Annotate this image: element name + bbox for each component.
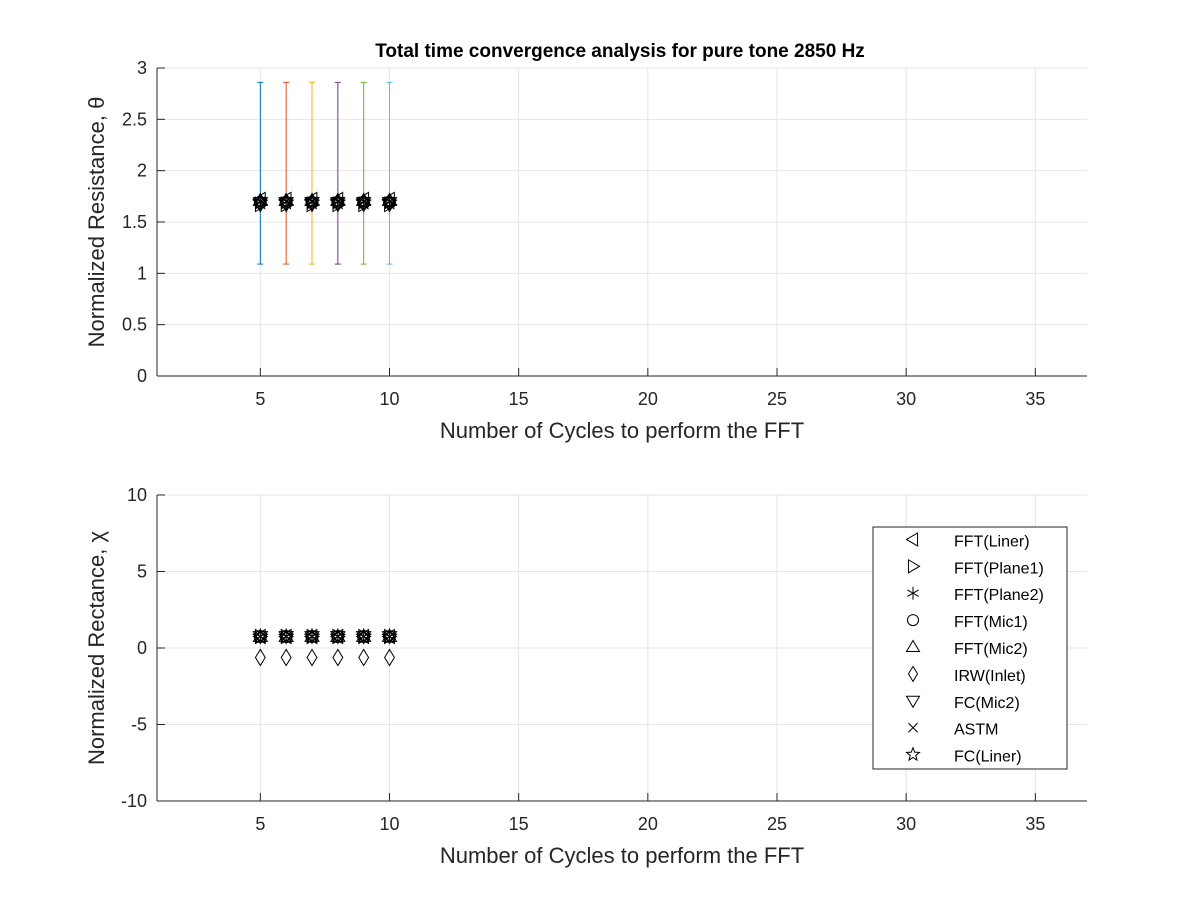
legend-box [872, 526, 1068, 770]
x-tick-label: 35 [1025, 389, 1045, 409]
y-tick-label: 0 [137, 366, 147, 386]
y-tick-label: 2.5 [122, 109, 147, 129]
data-point [358, 194, 370, 213]
y-tick-label: 10 [127, 485, 147, 505]
y-tick-label: 0 [137, 638, 147, 658]
legend-marker [907, 586, 919, 600]
x-axis-label: Number of Cycles to perform the FFT [440, 843, 804, 868]
data-point [278, 628, 295, 642]
legend-marker [905, 639, 921, 653]
data-point [277, 627, 295, 644]
data-point [306, 648, 318, 667]
data-point [303, 193, 321, 210]
y-tick-label: 2 [137, 161, 147, 181]
legend-marker [905, 532, 919, 547]
data-point [253, 630, 267, 643]
data-point [355, 193, 372, 210]
data-point [381, 627, 398, 644]
x-tick-label: 30 [896, 389, 916, 409]
y-tick-label: -10 [121, 791, 147, 811]
data-point [381, 628, 398, 642]
x-tick-label: 15 [509, 389, 529, 409]
reactance-plot: 5 10 15 20 25 30 35 -10 -5 0 5 10 Number of Cycles t… [84, 485, 1087, 868]
y-tick-label: 1.5 [122, 212, 147, 232]
x-tick-label: 25 [767, 814, 787, 834]
data-point [306, 194, 318, 213]
data-point [381, 193, 398, 210]
data-point [305, 196, 319, 209]
x-tick-label: 25 [767, 389, 787, 409]
data-point [280, 648, 292, 667]
legend-marker [905, 695, 921, 709]
x-tick-label: 5 [255, 389, 265, 409]
legend-entry: ASTM [954, 722, 998, 739]
data-point [279, 196, 293, 209]
x-axis-label: Number of Cycles to perform the FFT [440, 418, 804, 443]
legend-marker [907, 665, 919, 683]
legend-marker [906, 614, 920, 627]
y-tick-label: -5 [131, 715, 147, 735]
legend-entry: FC(Liner) [954, 749, 1022, 766]
data-point [277, 193, 295, 210]
legend-entry: FFT(Liner) [954, 533, 1030, 550]
y-tick-label: 1 [137, 263, 147, 283]
chart-title: Total time convergence analysis for pure… [375, 41, 865, 62]
legend-entry: FFT(Plane1) [954, 560, 1044, 577]
y-axis-label: Normalized Resistance, θ [84, 97, 109, 348]
data-point [355, 628, 372, 642]
data-point [384, 194, 395, 213]
y-tick-label: 0.5 [122, 315, 147, 335]
x-tick-label: 10 [379, 389, 399, 409]
data-point [252, 193, 269, 210]
legend-marker [908, 722, 918, 733]
data-point [384, 648, 395, 667]
data-point [305, 630, 319, 643]
data-point [254, 194, 266, 213]
y-axis-label: Normalized Rectance, χ [84, 531, 109, 766]
data-point [357, 196, 371, 209]
data-point [332, 648, 344, 667]
x-tick-label: 35 [1025, 814, 1045, 834]
y-tick-label: 3 [137, 58, 147, 78]
legend-entry: IRW(Inlet) [954, 668, 1026, 685]
data-point [383, 630, 396, 643]
x-tick-label: 20 [638, 814, 658, 834]
legend-entry: FFT(Mic1) [954, 614, 1028, 631]
data-point [355, 627, 372, 644]
data-point [254, 648, 266, 667]
data-point [331, 196, 345, 209]
data-point [304, 628, 320, 642]
data-point [383, 196, 396, 209]
data-point [303, 627, 321, 644]
data-point [279, 630, 293, 643]
x-tick-label: 5 [255, 814, 265, 834]
x-tick-label: 15 [509, 814, 529, 834]
data-point [358, 648, 370, 667]
legend-entry: FC(Mic2) [954, 695, 1020, 712]
data-point [332, 194, 344, 213]
y-tick-label: 5 [137, 562, 147, 582]
data-point [280, 194, 292, 213]
resistance-plot: 5 10 15 20 25 30 35 0 0.5 1 1.5 2 2.5 3 Number of Cycl… [84, 58, 1087, 443]
data-point [329, 193, 347, 210]
data-point [252, 628, 269, 642]
data-point [357, 630, 371, 643]
data-point [253, 196, 267, 209]
x-tick-label: 20 [638, 389, 658, 409]
data-point [331, 630, 345, 643]
x-tick-label: 10 [379, 814, 399, 834]
legend-entry: FFT(Mic2) [954, 641, 1028, 658]
legend-entry: FFT(Plane2) [954, 587, 1044, 604]
legend-marker [905, 746, 921, 762]
data-point [329, 628, 346, 642]
legend-marker [907, 558, 921, 574]
data-point [329, 627, 347, 644]
data-point [252, 627, 269, 644]
x-tick-label: 30 [896, 814, 916, 834]
